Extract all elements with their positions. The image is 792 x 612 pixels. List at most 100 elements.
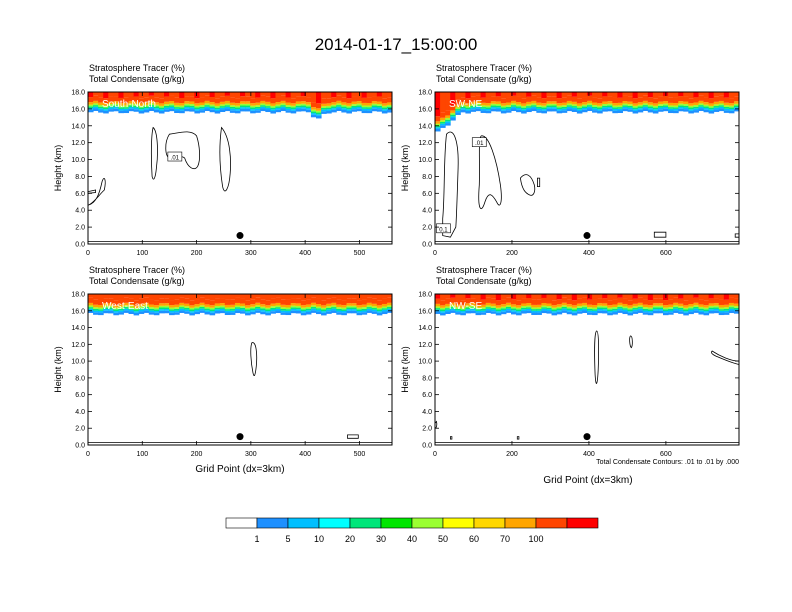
tracer-cell (485, 103, 492, 106)
tracer-cell (673, 92, 679, 98)
tracer-cell (158, 310, 165, 314)
tracer-cell (571, 106, 578, 108)
tracer-cell (516, 102, 522, 105)
tracer-cell (98, 300, 104, 306)
tracer-cell (541, 297, 547, 304)
tracer-cell (128, 294, 135, 299)
tracer-cell (663, 310, 669, 313)
tracer-cell (733, 306, 740, 308)
tracer-cell (229, 294, 236, 300)
panel-label: SW-NE (449, 99, 482, 110)
tracer-cell (546, 306, 553, 308)
condensate-contour (347, 434, 359, 439)
tracer-cell (668, 299, 674, 305)
tracer-cell (642, 299, 649, 305)
tracer-cell (214, 92, 221, 99)
tracer-cell (541, 310, 547, 314)
tracer-cell (316, 114, 322, 116)
tracer-cell (310, 310, 317, 313)
tracer-cell (326, 105, 332, 108)
tracer-cell (153, 311, 160, 313)
tracer-cell (511, 92, 517, 96)
tracer-cell (88, 297, 94, 303)
tracer-cell (138, 109, 145, 111)
tracer-cell (305, 109, 312, 113)
tracer-cell (723, 106, 730, 109)
tracer-cell (336, 103, 342, 106)
tracer-cell (647, 307, 654, 310)
tracer-cell (290, 98, 297, 104)
tracer-cell (546, 311, 553, 314)
y-tick-label: 0.0 (75, 443, 85, 450)
tracer-cell (169, 294, 175, 301)
tracer-cell (351, 307, 358, 310)
y-tick-label: 10.0 (418, 359, 432, 366)
x-axis-label: Grid Point (dx=3km) (543, 475, 632, 486)
tracer-cell (678, 307, 684, 310)
tracer-cell (668, 308, 674, 311)
tracer-cell (521, 110, 527, 114)
tracer-cell (280, 100, 287, 104)
tracer-cell (204, 310, 211, 312)
tracer-cell (673, 105, 679, 108)
tracer-cell (331, 305, 337, 308)
tracer-cell (199, 108, 206, 111)
panel-label: South-North (102, 99, 156, 110)
tracer-cell (164, 101, 170, 105)
tracer-cell (229, 309, 236, 311)
x-tick-label: 200 (506, 250, 518, 257)
tracer-cell (718, 304, 725, 308)
tracer-cell (204, 100, 211, 104)
tracer-cell (245, 312, 251, 316)
condensate-contour (450, 436, 453, 440)
tracer-cell (265, 109, 271, 113)
tracer-cell (386, 294, 393, 298)
tracer-cell (255, 308, 261, 311)
tracer-cell (326, 303, 332, 307)
tracer-cell (209, 109, 216, 113)
tracer-cell (270, 105, 276, 108)
tracer-cell (189, 105, 195, 108)
tracer-cell (214, 310, 221, 314)
tracer-cell (632, 298, 639, 304)
tracer-cell (386, 308, 393, 311)
tracer-cell (133, 105, 140, 108)
tracer-cell (295, 310, 302, 314)
tracer-cell (622, 105, 629, 107)
tracer-cell (536, 110, 542, 113)
tracer-cell (270, 92, 276, 99)
tracer-cell (128, 311, 135, 314)
tracer-cell (148, 100, 155, 104)
tracer-cell (440, 305, 446, 308)
tracer-cell (592, 106, 598, 109)
tracer-cell (93, 95, 99, 101)
tracer-cell (270, 309, 276, 312)
tracer-cell (683, 311, 689, 313)
tracer-cell (480, 310, 487, 313)
tracer-cell (713, 303, 720, 306)
y-tick-label: 8.0 (422, 375, 432, 382)
tracer-cell (683, 300, 689, 306)
tracer-cell (500, 107, 507, 110)
y-tick-label: 12.0 (418, 140, 432, 147)
tracer-cell (511, 311, 517, 315)
tracer-cell (733, 92, 740, 97)
tracer-cell (310, 297, 317, 303)
tracer-cell (465, 307, 471, 310)
tracer-cell (336, 95, 342, 101)
tracer-cell (219, 308, 226, 311)
tracer-cell (255, 310, 261, 313)
tracer-cell (174, 102, 180, 106)
tracer-cell (511, 108, 517, 112)
tracer-cell (678, 105, 684, 108)
tracer-cell (445, 311, 451, 314)
tracer-cell (592, 97, 598, 103)
tracer-cell (592, 294, 598, 300)
tracer-cell (500, 306, 507, 309)
tracer-cell (440, 112, 446, 118)
x-tick-label: 200 (191, 250, 203, 257)
tracer-cell (371, 303, 378, 307)
tracer-cell (224, 312, 231, 316)
tracer-cell (597, 305, 603, 308)
